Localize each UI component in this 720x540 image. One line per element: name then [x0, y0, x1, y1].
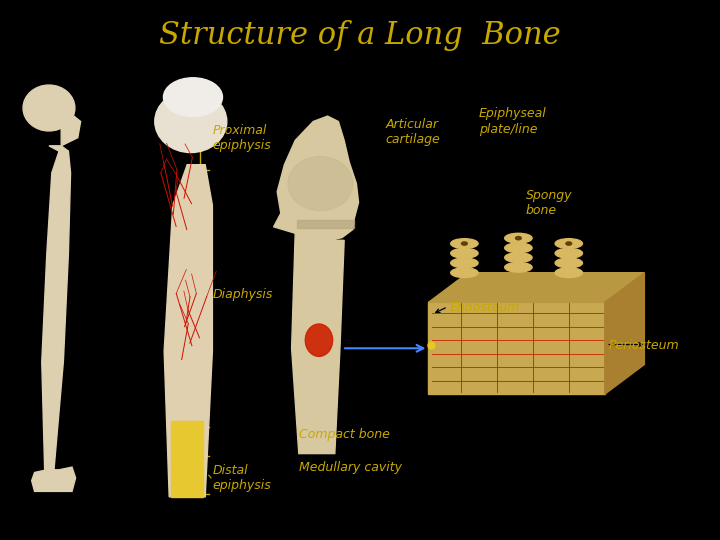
Polygon shape	[171, 421, 203, 497]
Ellipse shape	[505, 262, 532, 272]
Ellipse shape	[505, 253, 532, 262]
Ellipse shape	[155, 90, 227, 152]
Ellipse shape	[505, 233, 532, 243]
Ellipse shape	[555, 239, 582, 248]
Polygon shape	[61, 113, 81, 146]
Polygon shape	[292, 233, 344, 454]
Text: Medullary cavity: Medullary cavity	[299, 461, 402, 474]
Polygon shape	[274, 116, 359, 240]
Polygon shape	[32, 467, 76, 491]
Text: Structure of a Long  Bone: Structure of a Long Bone	[159, 19, 561, 51]
Ellipse shape	[516, 237, 521, 240]
Ellipse shape	[163, 78, 222, 117]
Ellipse shape	[555, 258, 582, 268]
Ellipse shape	[555, 248, 582, 258]
Ellipse shape	[305, 324, 333, 356]
Polygon shape	[428, 273, 644, 302]
Text: Spongy
bone: Spongy bone	[526, 188, 572, 217]
Ellipse shape	[451, 248, 478, 258]
Text: Distal
epiphysis: Distal epiphysis	[212, 464, 271, 492]
Text: Proximal
epiphysis: Proximal epiphysis	[212, 124, 271, 152]
Polygon shape	[297, 220, 354, 228]
Ellipse shape	[451, 239, 478, 248]
Polygon shape	[605, 273, 644, 394]
Text: Endosteum: Endosteum	[450, 301, 521, 314]
Polygon shape	[42, 151, 71, 470]
Text: Diaphysis: Diaphysis	[212, 288, 273, 301]
Ellipse shape	[555, 268, 582, 278]
Text: Epiphyseal
plate/line: Epiphyseal plate/line	[479, 107, 546, 136]
Ellipse shape	[462, 242, 467, 245]
Text: Periosteum: Periosteum	[608, 339, 679, 352]
Ellipse shape	[566, 242, 572, 245]
Ellipse shape	[23, 85, 75, 131]
Ellipse shape	[451, 258, 478, 268]
Polygon shape	[428, 302, 605, 394]
Text: Articular
cartilage: Articular cartilage	[385, 118, 440, 146]
Polygon shape	[49, 146, 68, 151]
Ellipse shape	[505, 243, 532, 253]
Ellipse shape	[288, 157, 353, 211]
Text: Compact bone: Compact bone	[299, 428, 390, 441]
Polygon shape	[164, 165, 212, 497]
Ellipse shape	[451, 268, 478, 278]
